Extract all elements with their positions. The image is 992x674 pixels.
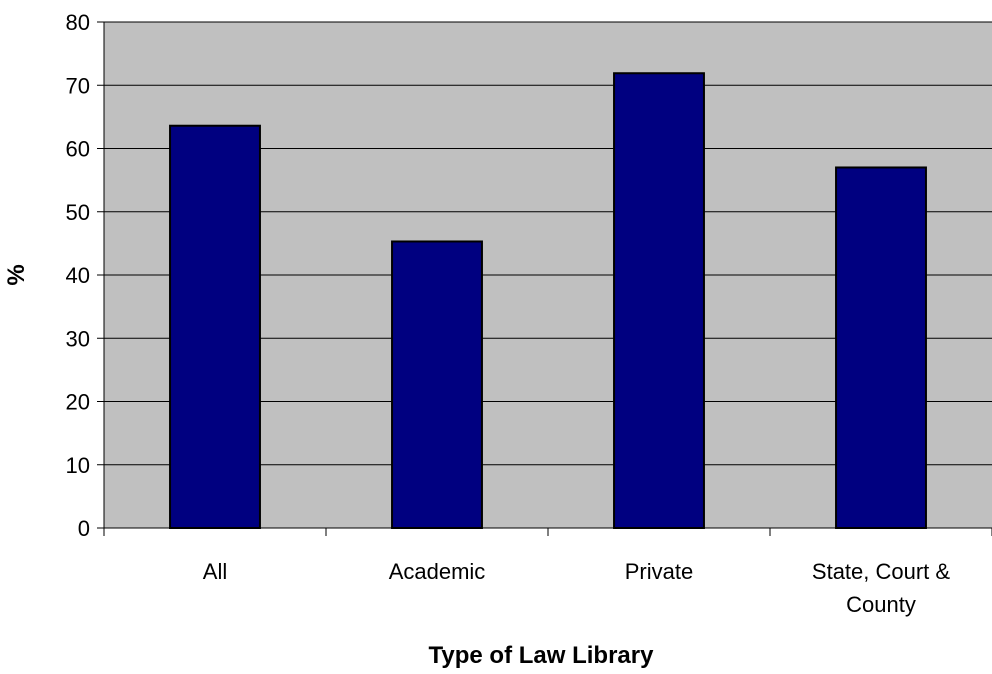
y-tick-label: 0 [78,516,90,541]
bar-academic [391,240,483,529]
y-tick-label: 70 [66,73,90,98]
y-axis-label: % [3,264,30,285]
x-tick-label: State, Court & County [812,559,951,617]
bar-all [169,124,261,529]
y-tick-label: 40 [66,263,90,288]
bar-private [613,72,705,529]
axes [97,21,992,536]
y-tick-label: 30 [66,326,90,351]
x-tick-label: All [203,559,227,584]
x-tick-label: Private [625,559,693,584]
bars [169,72,927,529]
y-tick-label: 20 [66,390,90,415]
y-tick-label: 50 [66,200,90,225]
x-tick-labels: All Academic Private State, Court & County [203,559,951,617]
y-tick-label: 60 [66,137,90,162]
bar-state-court-county [835,166,927,529]
y-tick-label: 80 [66,10,90,35]
y-tick-label: 10 [66,453,90,478]
x-axis-label: Type of Law Library [429,642,655,669]
x-tick-label: Academic [389,559,486,584]
y-tick-labels: 0 10 20 30 40 50 60 70 80 [66,10,90,541]
